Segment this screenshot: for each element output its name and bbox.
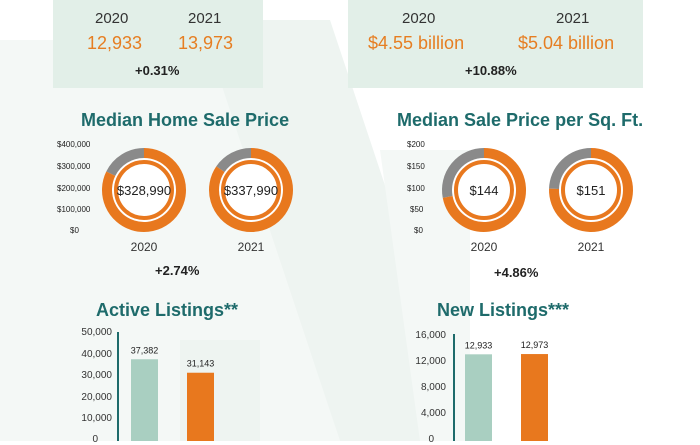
y-tick: $0 xyxy=(414,226,423,235)
y-tick: 0 xyxy=(428,434,434,445)
y-tick: 20,000 xyxy=(81,392,112,403)
summary-card-right: 2020 2021 $4.55 billion $5.04 billion +1… xyxy=(348,0,643,88)
active-listings-title: Active Listings** xyxy=(96,300,239,320)
y-tick: $100,000 xyxy=(57,205,91,214)
donut-remainder xyxy=(216,148,252,173)
y-tick: 12,000 xyxy=(415,356,446,367)
bar xyxy=(465,354,492,441)
card-left-year-a: 2020 xyxy=(95,10,129,27)
y-tick: 50,000 xyxy=(81,327,112,338)
card-left-value-a: 12,933 xyxy=(87,33,143,53)
donut-center xyxy=(452,158,516,222)
y-tick: $50 xyxy=(410,205,424,214)
donut-remainder xyxy=(442,148,485,198)
median-price-sqft-title: Median Sale Price per Sq. Ft. xyxy=(397,110,644,130)
y-tick: 10,000 xyxy=(81,413,112,424)
card-right-value-b: $5.04 billion xyxy=(518,33,615,53)
y-tick: 0 xyxy=(92,434,98,445)
y-tick: 30,000 xyxy=(81,370,112,381)
bar-value-label: 31,143 xyxy=(187,359,215,369)
donut-remainder xyxy=(106,148,145,177)
donut2-change: +4.86% xyxy=(494,265,539,280)
donut-inner-ring xyxy=(114,160,174,220)
donut-value-arc xyxy=(102,148,186,232)
bar xyxy=(187,372,214,441)
donut1-year-2021: 2021 xyxy=(237,240,265,254)
donut1-year-2020: 2020 xyxy=(130,240,158,254)
donut1-2020-value: $328,990 xyxy=(116,183,172,198)
donut-inner-ring xyxy=(221,160,281,220)
y-tick: 16,000 xyxy=(415,330,446,341)
donut2-year-2021: 2021 xyxy=(577,240,605,254)
y-tick: 8,000 xyxy=(420,382,446,393)
y-tick: $200 xyxy=(407,140,425,149)
donut-value-arc xyxy=(442,148,526,232)
donut2-2020-value: $144 xyxy=(469,183,499,198)
donut2-year-2020: 2020 xyxy=(470,240,498,254)
bar-value-label: 12,933 xyxy=(465,340,493,350)
card-left-year-b: 2021 xyxy=(188,10,222,27)
y-tick: $0 xyxy=(70,226,79,235)
median-home-price-title: Median Home Sale Price xyxy=(81,110,290,130)
card-right-change: +10.88% xyxy=(465,63,517,78)
y-tick: $100 xyxy=(407,184,425,193)
y-tick: $300,000 xyxy=(57,162,91,171)
donut-inner-ring xyxy=(454,160,514,220)
donut-value-arc xyxy=(209,148,293,232)
donut-value-arc xyxy=(549,148,633,232)
card-left-value-b: 13,973 xyxy=(178,33,234,53)
donut2-2021-value: $151 xyxy=(576,183,606,198)
y-tick: $200,000 xyxy=(57,184,91,193)
donut-center xyxy=(112,158,176,222)
donut-remainder xyxy=(549,148,592,190)
donut-inner-ring xyxy=(561,160,621,220)
card-right-year-b: 2021 xyxy=(556,10,590,27)
bar xyxy=(131,359,158,441)
donut-center xyxy=(559,158,623,222)
bar-value-label: 12,973 xyxy=(521,340,549,350)
y-tick: 40,000 xyxy=(81,349,112,360)
y-tick: $400,000 xyxy=(57,140,91,149)
bar-value-label: 37,382 xyxy=(131,345,159,355)
bar xyxy=(521,354,548,441)
y-tick: 4,000 xyxy=(420,408,446,419)
card-right-year-a: 2020 xyxy=(402,10,436,27)
y-tick: $150 xyxy=(407,162,425,171)
card-right-value-a: $4.55 billion xyxy=(368,33,465,53)
donut1-2021-value: $337,990 xyxy=(223,183,279,198)
card-left-change: +0.31% xyxy=(135,63,180,78)
summary-card-left: 2020 2021 12,933 13,973 +0.31% xyxy=(53,0,263,88)
donut1-change: +2.74% xyxy=(155,263,200,278)
new-listings-title: New Listings*** xyxy=(437,300,570,320)
donut-center xyxy=(219,158,283,222)
